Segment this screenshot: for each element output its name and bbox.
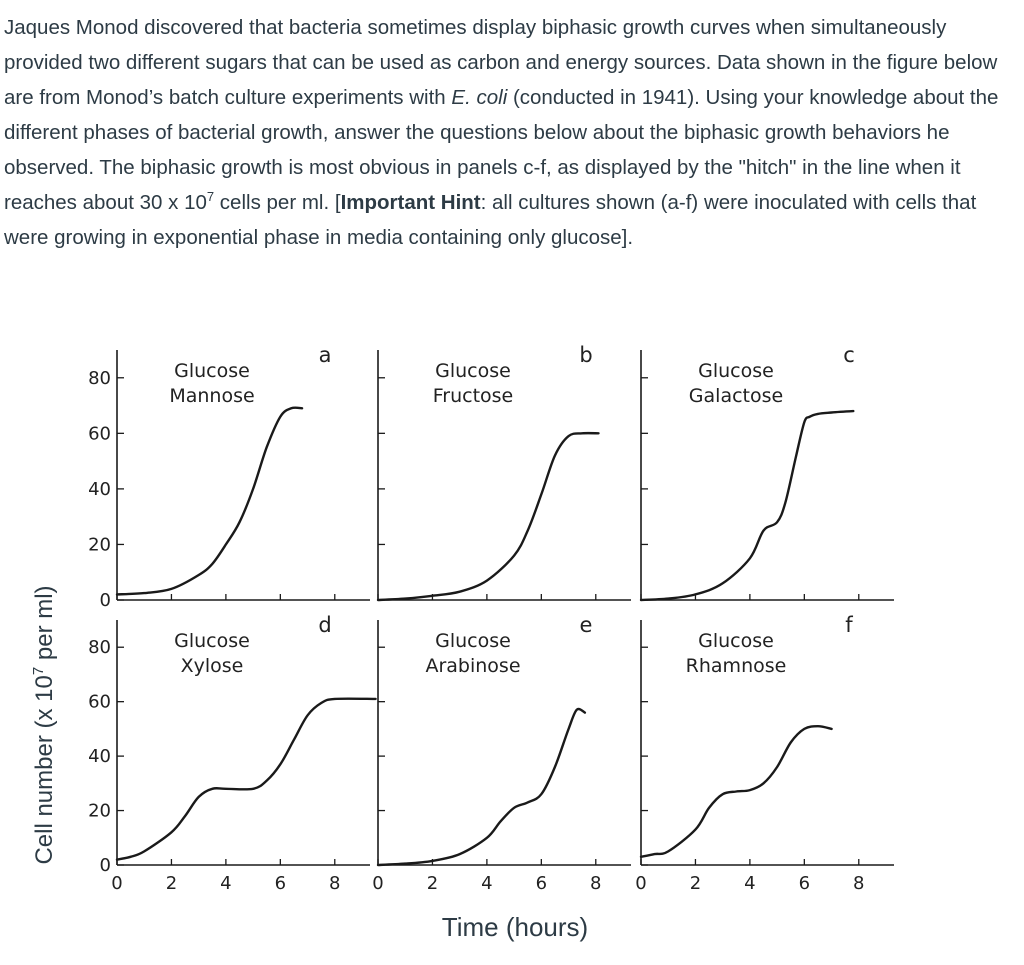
panel-a-letter: a [319, 343, 332, 367]
panel-d-sugar-label: Xylose [181, 655, 244, 677]
question-text: Jaques Monod discovered that bacteria so… [4, 10, 1016, 255]
x-tick-label: 2 [166, 873, 177, 894]
panel-a-sugar-label: Mannose [169, 385, 254, 407]
superscript-exponent: 7 [206, 189, 215, 205]
panel-d: 0 20 40 60 80 0 2 4 6 8 Glucose Xylose d [88, 613, 377, 894]
y-tick-label: 60 [88, 423, 111, 444]
x-tick-label: 0 [372, 873, 383, 894]
question-text-part1: Jaques Monod discovered that bacteria so… [4, 16, 998, 109]
panel-f: 0 2 4 6 8 Glucose Rhamnose f [635, 613, 894, 894]
y-tick-label: 0 [100, 855, 111, 876]
x-tick-label: 2 [690, 873, 701, 894]
panel-e: 0 2 4 6 8 Glucose Arabinose e [372, 613, 631, 894]
panel-c: Glucose Galactose c [639, 343, 894, 602]
x-tick-label: 2 [427, 873, 438, 894]
panel-a-growth-curve [115, 406, 304, 596]
x-tick-label: 8 [590, 873, 601, 894]
panel-e-growth-curve [376, 707, 587, 867]
x-tick-label: 4 [744, 873, 755, 894]
x-axis-title: Time (hours) [442, 912, 588, 942]
x-tick-label: 0 [111, 873, 122, 894]
y-tick-label: 20 [88, 801, 111, 822]
panel-f-letter: f [845, 613, 853, 637]
question-text-part2: (conducted in 1941). Using your knowledg… [4, 86, 999, 214]
panel-b-growth-curve [376, 431, 600, 602]
panel-a: 0 20 40 60 80 Glucose Mannose a [88, 343, 370, 611]
y-axis-title: Cell number (x 107 per ml) [30, 585, 58, 864]
x-tick-label: 6 [275, 873, 286, 894]
panel-e-letter: e [580, 613, 593, 637]
y-tick-label: 40 [88, 479, 111, 500]
y-tick-label: 80 [88, 368, 111, 389]
panel-a-sugar-label: Glucose [174, 360, 250, 382]
panel-e-sugar-label: Glucose [435, 630, 511, 652]
hint-label: Important Hint [340, 191, 481, 214]
question-text-part4: : all cultures shown (a-f) were inoculat… [4, 191, 977, 249]
y-tick-label: 80 [88, 637, 111, 658]
panel-f-sugar-label: Glucose [698, 630, 774, 652]
x-tick-label: 4 [220, 873, 231, 894]
panel-d-growth-curve [115, 697, 377, 861]
panel-b-letter: b [579, 343, 592, 367]
x-tick-label: 8 [329, 873, 340, 894]
y-tick-label: 0 [100, 590, 111, 611]
x-tick-label: 6 [799, 873, 810, 894]
y-tick-label: 60 [88, 692, 111, 713]
x-tick-label: 6 [536, 873, 547, 894]
question-text-part3: cells per ml. [ [214, 191, 341, 214]
x-tick-label: 8 [853, 873, 864, 894]
x-tick-label: 0 [635, 873, 646, 894]
panel-d-letter: d [318, 613, 331, 637]
panel-b: Glucose Fructose b [376, 343, 631, 602]
panel-c-letter: c [843, 343, 855, 367]
organism-name: E. coli [451, 86, 508, 109]
panel-b-sugar-label: Glucose [435, 360, 511, 382]
panel-f-growth-curve [639, 724, 833, 858]
panel-f-sugar-label: Rhamnose [686, 655, 787, 677]
panel-d-sugar-label: Glucose [174, 630, 250, 652]
panel-e-sugar-label: Arabinose [425, 655, 520, 677]
panel-c-growth-curve [639, 409, 855, 602]
y-tick-label: 40 [88, 746, 111, 767]
panel-b-sugar-label: Fructose [433, 385, 514, 407]
panel-c-sugar-label: Glucose [698, 360, 774, 382]
y-tick-label: 20 [88, 534, 111, 555]
panel-c-sugar-label: Galactose [689, 385, 783, 407]
x-tick-label: 4 [481, 873, 492, 894]
